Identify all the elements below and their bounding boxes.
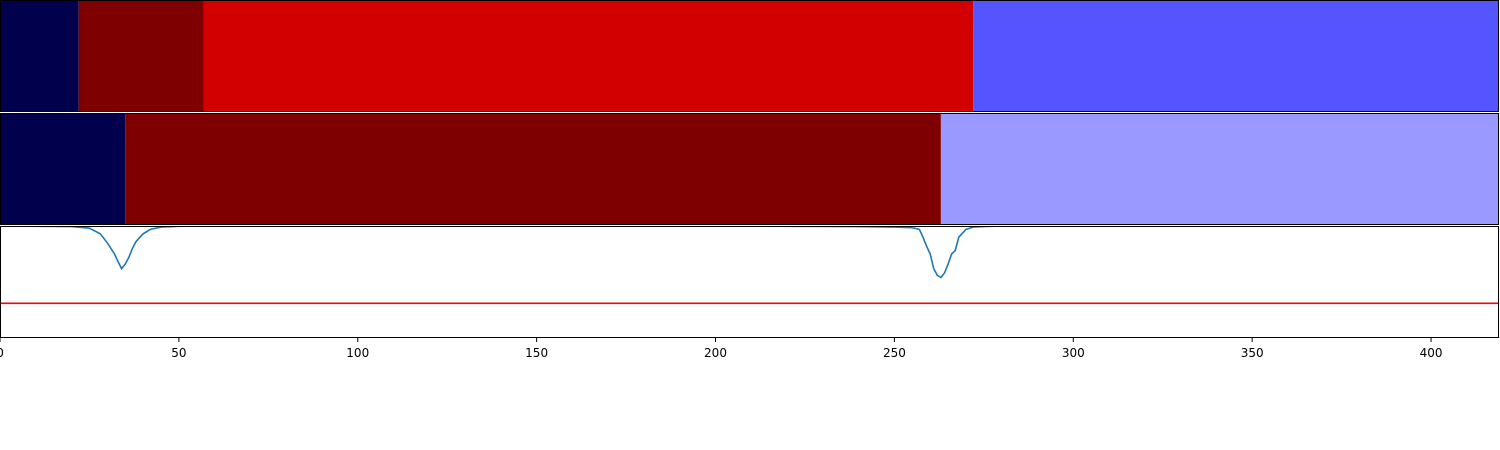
line-plot-panel [0,226,1499,338]
x-tick-label: 50 [171,346,186,360]
middle-strip-frame [0,113,1499,225]
x-tick-label: 250 [883,346,906,360]
x-tick-label: 100 [346,346,369,360]
top-strip-segment-3 [203,0,974,112]
x-tick-label: 400 [1420,346,1443,360]
x-tick-label: 350 [1241,346,1264,360]
middle-strip-segment-2 [125,113,941,225]
x-tick-label: 200 [704,346,727,360]
line-plot-frame [0,226,1499,338]
signal-line [0,226,1499,279]
middle-strip-segment-3 [940,113,1499,225]
x-tick-label: 0 [0,346,4,360]
middle-strip-panel [0,113,1499,225]
top-strip-segment-2 [78,0,204,112]
top-strip-frame [0,0,1499,112]
x-tick-label: 300 [1062,346,1085,360]
x-axis: 0 50 100 150 200 250 300 350 400 [0,338,1442,360]
top-strip-segment-4 [973,0,1499,112]
x-tick-label: 150 [525,346,548,360]
middle-strip-segment-1 [0,113,126,225]
top-strip-segment-1 [0,0,79,112]
top-strip-panel [0,0,1499,112]
